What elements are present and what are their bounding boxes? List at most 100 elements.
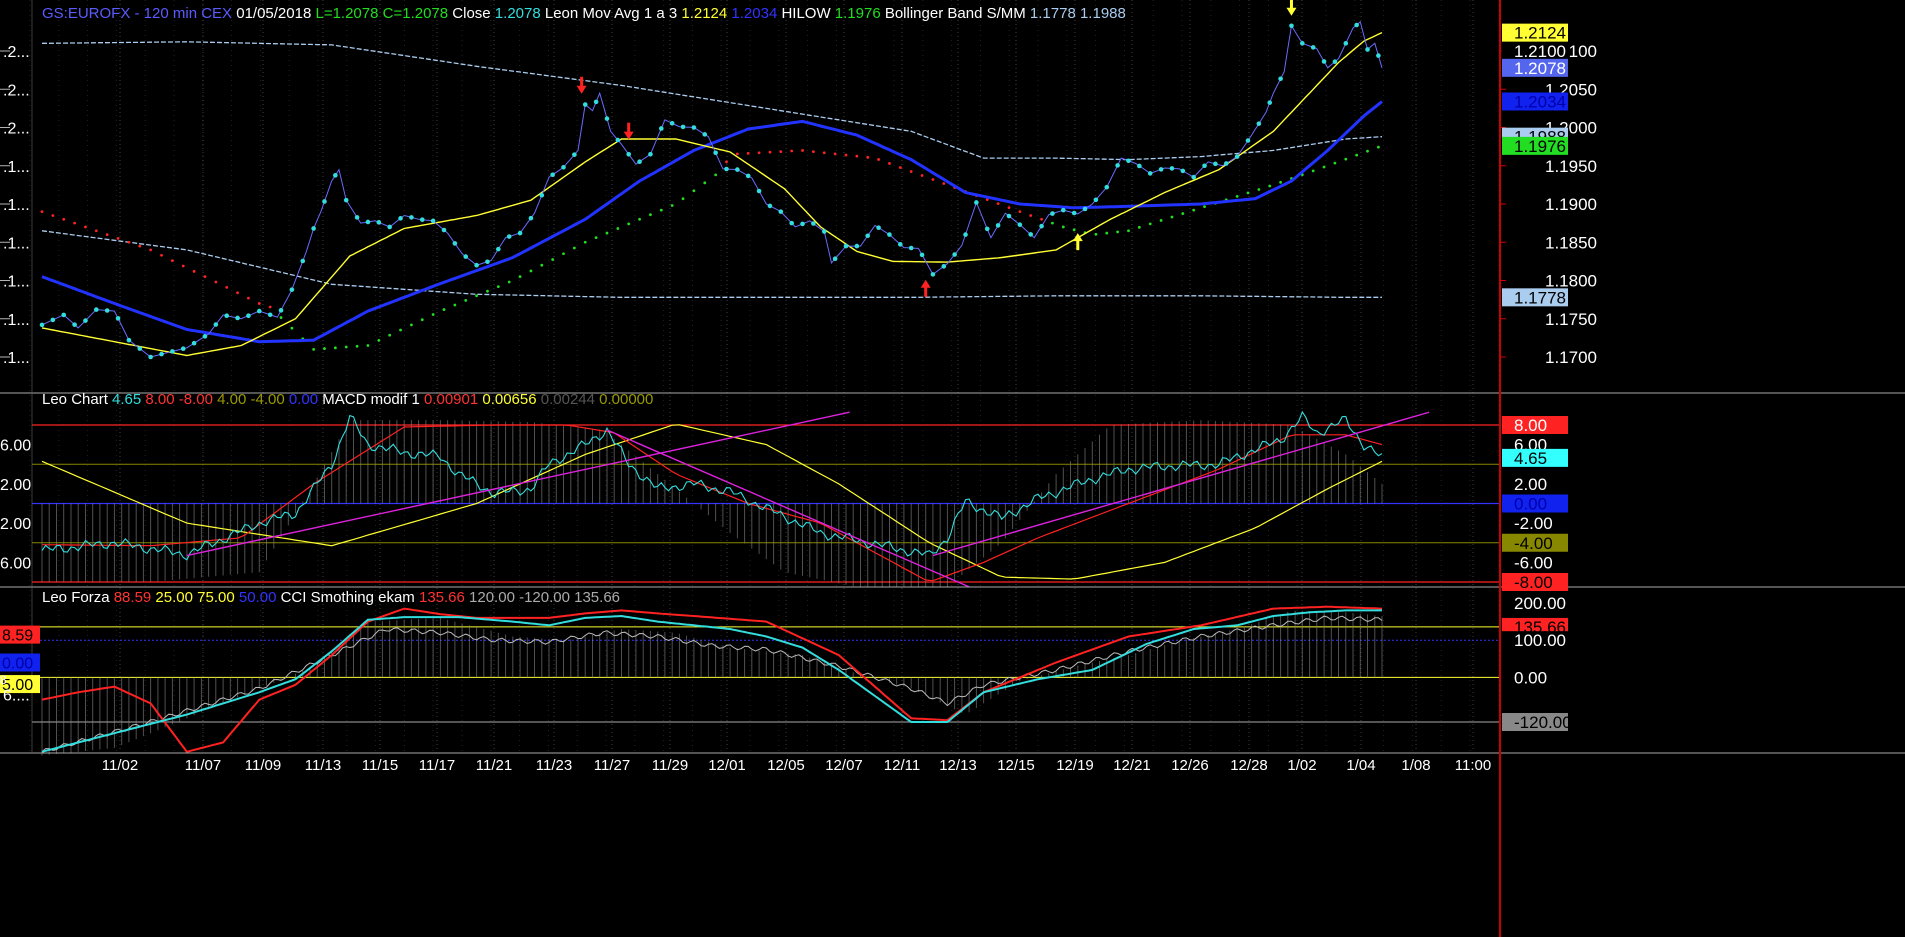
close-point	[1289, 23, 1294, 29]
close-point	[974, 200, 979, 205]
macd-flag-bg	[1502, 573, 1568, 591]
hilow-dot	[51, 214, 55, 217]
left-price-label: .1...	[3, 312, 30, 329]
close-point	[898, 242, 903, 247]
close-point	[593, 99, 599, 105]
sell-arrow-icon	[623, 122, 634, 140]
price-legend-item: L=1.2078	[311, 5, 378, 22]
macd-legend: Leo Chart 4.65 8.00 -8.00 4.00 -4.00 0.0…	[42, 391, 653, 408]
cci-red-line	[41, 605, 1383, 753]
price-flag-bg	[1502, 288, 1568, 307]
hilow-dot	[1061, 225, 1065, 229]
hilow-dot	[475, 294, 478, 298]
close-point	[582, 102, 588, 107]
close-point	[430, 218, 436, 224]
x-axis-tick-label: 12/19	[1056, 757, 1094, 774]
hilow-dot	[1116, 230, 1120, 234]
price-legend-item: Close	[448, 5, 491, 22]
price-flag: 1.2100	[1514, 42, 1566, 61]
hilow-dot	[1072, 228, 1076, 232]
macd-flag-bg	[1502, 448, 1568, 467]
price-legend-item: Leon Mov Avg 1 a 3	[541, 5, 678, 22]
left-macd-label: 6.00	[0, 555, 31, 572]
price-flag: 1.2124	[1514, 24, 1566, 43]
cci-left-flag-bg	[0, 653, 40, 672]
cci-legend-item: -120.00	[515, 589, 570, 606]
hilow-dot	[279, 316, 283, 319]
hilow-dot	[1355, 153, 1359, 157]
close-point	[1147, 171, 1153, 176]
left-price-label: .2...	[3, 44, 30, 61]
close-point	[648, 151, 653, 157]
close-point	[83, 318, 88, 323]
x-axis-tick-label: 11/27	[594, 757, 630, 774]
x-axis-tick-label: 12/01	[708, 757, 746, 774]
macd-legend-item: 0.00244	[537, 391, 595, 408]
close-point	[1180, 168, 1186, 174]
x-axis-tick-label: 12/07	[825, 757, 863, 774]
close-point	[1006, 213, 1012, 219]
x-axis-tick-label: 12/11	[884, 757, 920, 774]
left-price-label: .1...	[3, 274, 30, 291]
close-point	[930, 272, 936, 277]
cci-legend-item: 88.59	[110, 589, 152, 606]
hilow-dot	[1279, 180, 1282, 184]
cci-left-flag-bg	[0, 625, 40, 644]
macd-legend-item: 0.00901	[420, 391, 478, 408]
hilow-dot	[149, 248, 153, 252]
close-point	[789, 220, 794, 226]
close-point	[289, 287, 295, 292]
bollinger-upper-line	[42, 41, 1383, 161]
close-point	[854, 243, 860, 249]
close-point	[1300, 41, 1305, 46]
close-point	[159, 351, 164, 357]
price-flag: 1.1976	[1514, 137, 1566, 156]
hilow-dot	[898, 166, 902, 169]
close-point	[1223, 161, 1229, 166]
x-axis-tick-label: 12/13	[939, 757, 977, 774]
hilow-dot	[670, 204, 674, 207]
close-point	[1376, 53, 1381, 58]
hilow-dot	[583, 240, 587, 244]
close-point	[756, 188, 762, 194]
hilow-dot	[1366, 149, 1369, 153]
macd-flag-bg	[1502, 474, 1568, 493]
hilow-dot	[116, 237, 120, 240]
hilow-dot	[290, 326, 294, 330]
price-flag-bg	[1502, 136, 1568, 155]
close-point	[39, 322, 45, 328]
close-point	[887, 232, 892, 237]
hilow-dot	[1127, 229, 1130, 233]
hilow-dot	[725, 160, 728, 164]
hilow-dot	[160, 253, 163, 257]
close-point	[409, 215, 414, 220]
close-point	[387, 224, 392, 230]
close-point	[1137, 163, 1142, 169]
close-point	[506, 234, 512, 239]
macd-flag-bg	[1502, 514, 1568, 533]
close-point	[1321, 59, 1327, 64]
cci-white-line	[41, 615, 1383, 753]
close-point	[952, 252, 957, 257]
close-point	[72, 322, 77, 327]
hilow-dot	[714, 173, 718, 177]
price-flag: 1.1778	[1514, 288, 1566, 307]
hilow-dot	[844, 153, 848, 157]
price-legend-item: 1.1988	[1076, 5, 1126, 22]
price-legend-item: Bollinger Band S/MM	[881, 5, 1026, 22]
close-point	[419, 217, 425, 222]
cci-legend-item: 120.00	[465, 589, 515, 606]
close-point	[311, 226, 316, 231]
price-legend-item: 1.1976	[831, 5, 881, 22]
macd-legend-item: 0.00000	[595, 391, 653, 408]
close-point	[626, 151, 632, 157]
close-point	[1028, 232, 1034, 237]
macd-legend-item: Leo Chart	[42, 391, 109, 408]
price-flag-bg	[1502, 23, 1568, 42]
close-point	[50, 317, 56, 323]
hilow-dot	[768, 150, 772, 154]
hilow-dot	[1137, 225, 1141, 229]
cci-left-flag-bg	[0, 675, 40, 694]
